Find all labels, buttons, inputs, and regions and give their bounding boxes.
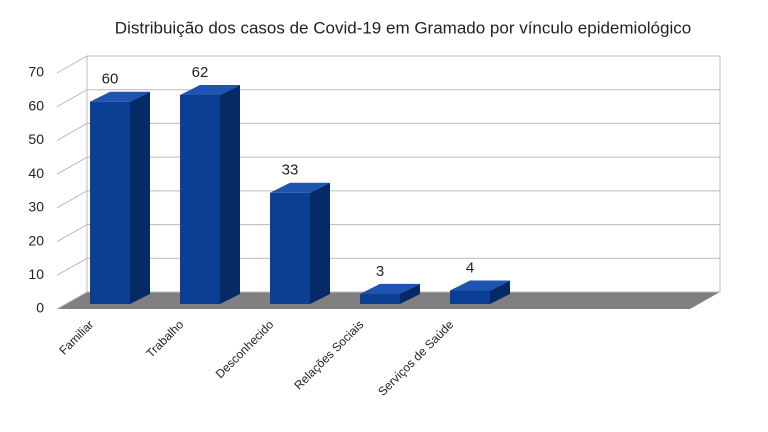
bar — [270, 182, 330, 304]
bar — [90, 91, 150, 304]
bar-top — [90, 91, 150, 102]
y-tick-label: 60 — [28, 97, 44, 113]
x-tick-label: Desconhecido — [213, 317, 277, 381]
value-label: 4 — [466, 259, 474, 276]
value-label: 60 — [102, 71, 119, 88]
y-tick-label: 70 — [28, 64, 44, 80]
grid-line — [56, 89, 720, 108]
grid-line — [56, 257, 720, 276]
grid-line — [56, 224, 720, 243]
grid-line — [56, 156, 720, 175]
y-tick-label: 50 — [28, 131, 44, 147]
chart-title: Distribuição dos casos de Covid-19 em Gr… — [115, 18, 691, 37]
y-tick-label: 40 — [28, 165, 44, 181]
bar-side — [220, 84, 240, 304]
value-label: 62 — [192, 64, 209, 81]
y-tick-label: 10 — [28, 266, 44, 282]
bar-side — [310, 182, 330, 304]
bar-top — [450, 280, 510, 291]
x-tick-label: Familiar — [56, 317, 96, 357]
grid-line — [56, 122, 720, 141]
bar-front — [360, 293, 400, 304]
bar-front — [180, 94, 220, 304]
bar-front — [450, 290, 490, 304]
bar-side — [400, 283, 420, 304]
bar-front — [270, 192, 310, 304]
bar-top — [180, 84, 240, 95]
bar-top — [360, 283, 420, 294]
bar-front — [90, 101, 130, 304]
y-tick-label: 30 — [28, 199, 44, 215]
bar-side — [490, 280, 510, 304]
bar — [360, 283, 420, 304]
bar — [180, 84, 240, 304]
grid-line — [56, 55, 720, 74]
x-tick-label: Trabalho — [143, 317, 186, 360]
y-tick-label: 0 — [36, 300, 44, 316]
y-tick-label: 20 — [28, 232, 44, 248]
x-tick-label: Relações Sociais — [291, 317, 366, 392]
grid-line — [56, 190, 720, 209]
bar-side — [130, 91, 150, 304]
value-label: 3 — [376, 263, 384, 280]
x-tick-label: Serviços de Saúde — [375, 317, 456, 398]
bar-top — [270, 182, 330, 193]
value-label: 33 — [282, 162, 299, 179]
bar — [450, 280, 510, 304]
